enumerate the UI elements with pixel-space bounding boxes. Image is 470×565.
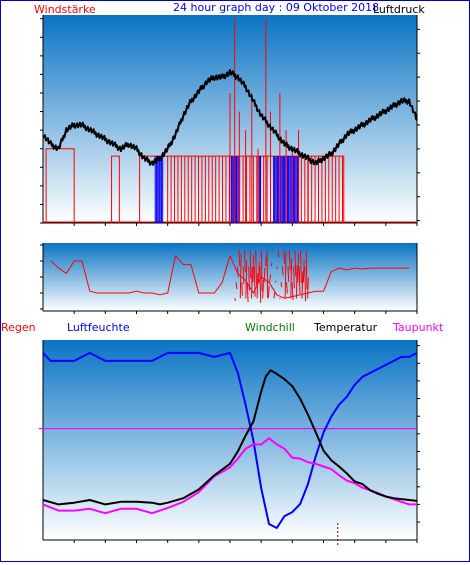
wind-direction-noise	[238, 250, 241, 266]
wind-direction-noise	[294, 250, 297, 277]
wind-direction-noise	[290, 258, 293, 299]
wind-direction-noise	[293, 266, 295, 289]
wind-direction-noise	[307, 277, 309, 299]
wind-direction-noise	[242, 266, 245, 284]
wind-direction-noise	[277, 250, 280, 258]
wind-direction-noise	[258, 261, 260, 283]
wind-direction-noise	[291, 282, 294, 301]
wind-direction-chart	[40, 243, 418, 314]
wind-direction-noise	[305, 250, 308, 290]
wind-direction-noise	[283, 250, 286, 264]
wind-direction-noise	[252, 255, 255, 283]
wind-direction-noise	[287, 266, 290, 282]
wind-direction-noise	[265, 256, 267, 267]
wind-direction-noise	[288, 250, 291, 271]
dewpoint-label: Taupunkt	[392, 321, 444, 334]
wind-direction-noise	[241, 282, 243, 296]
wind-direction-noise	[263, 267, 266, 283]
temperature-label: Temperatur	[313, 321, 378, 334]
wind-direction-noise	[260, 250, 263, 292]
wind-direction-line	[50, 255, 410, 299]
wind-direction-noise	[300, 250, 302, 283]
wind-direction-noise	[273, 292, 276, 299]
graph-title: 24 hour graph day : 09 Oktober 2018	[173, 1, 379, 14]
wind-direction-noise	[259, 266, 262, 304]
wind-direction-noise	[302, 259, 305, 283]
wind-direction-noise	[249, 250, 252, 279]
wind-direction-noise	[304, 266, 307, 302]
humidity-label: Luftfeuchte	[67, 321, 130, 334]
wind-segment	[111, 155, 120, 223]
wind-axis-label: Windstärke	[34, 3, 96, 16]
temp-humidity-plot-area	[43, 340, 417, 540]
wind-direction-noise	[262, 279, 265, 299]
wind-direction-noise	[245, 260, 248, 299]
wind-direction-noise	[298, 266, 301, 295]
wind-direction-noise	[269, 274, 272, 283]
humidity-line	[42, 351, 418, 529]
wind-direction-noise	[236, 266, 239, 278]
wind-direction-noise	[301, 271, 304, 299]
wind-direction-noise	[235, 282, 238, 290]
wind-direction-plot-area	[43, 243, 417, 311]
wind-direction-noise	[286, 282, 288, 294]
pressure-axis-label: Luftdruck	[373, 3, 425, 16]
wind-direction-noise	[281, 266, 284, 276]
wind-direction-noise	[284, 251, 287, 299]
wind-direction-noise	[274, 280, 277, 283]
wind-direction-noise	[256, 273, 259, 299]
wind-direction-noise	[255, 250, 257, 285]
wind-direction-noise	[276, 266, 279, 270]
pressure-line	[42, 69, 418, 166]
temperature-line	[42, 369, 418, 506]
rain-label: Regen	[1, 321, 36, 334]
wind-direction-noise	[248, 266, 250, 291]
wind-direction-noise	[279, 297, 281, 300]
wind-direction-noise	[267, 286, 270, 299]
wind-direction-noise	[295, 264, 298, 299]
wind-direction-noise	[270, 262, 273, 267]
wind-direction-noise	[239, 253, 242, 299]
wind-direction-noise	[280, 282, 283, 288]
wind-direction-noise	[253, 266, 256, 297]
wind-direction-noise	[297, 253, 300, 283]
wind-direction-noise	[272, 249, 274, 252]
wind-direction-noise	[266, 250, 269, 298]
temp-humidity-chart	[39, 340, 420, 546]
wind-pressure-chart	[40, 15, 420, 226]
wind-direction-noise	[234, 298, 236, 301]
wind-direction-noise	[246, 282, 249, 302]
wind-direction-noise	[251, 266, 253, 299]
windchill-label: Windchill	[245, 321, 295, 334]
wind-direction-noise	[243, 250, 246, 273]
